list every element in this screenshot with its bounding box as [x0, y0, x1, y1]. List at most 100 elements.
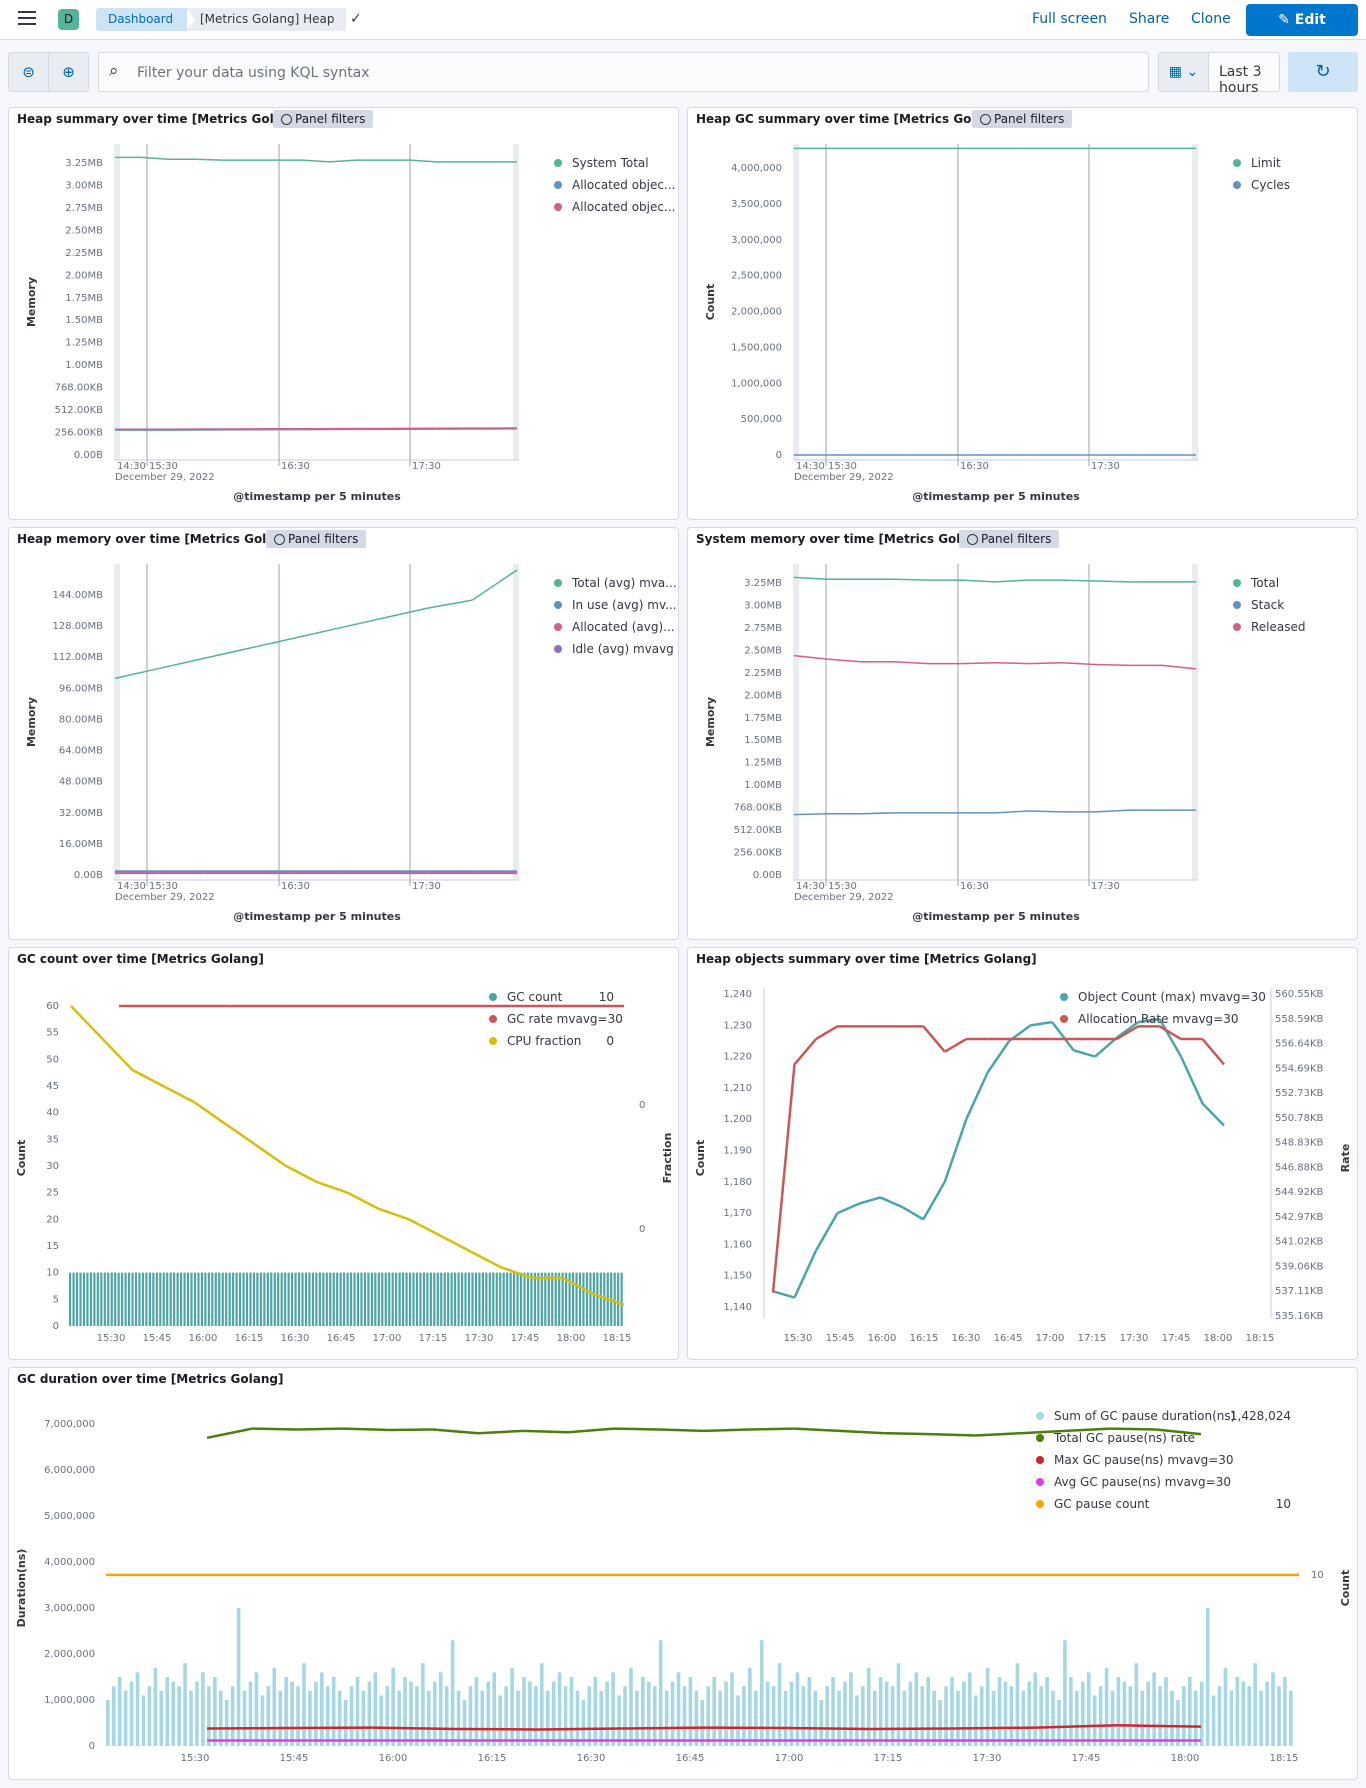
- bar: [259, 1272, 262, 1326]
- bar: [534, 1686, 538, 1746]
- kql-search-input[interactable]: ⌕ Filter your data using KQL syntax: [98, 52, 1149, 92]
- series-line-segment: [771, 1064, 796, 1293]
- bar: [294, 1272, 297, 1326]
- series-line-segment: [952, 1726, 1036, 1730]
- y-tick-label: 5: [53, 1294, 59, 1305]
- legend-value: 10: [599, 990, 614, 1004]
- x-tick-label: 16:30: [281, 461, 310, 472]
- series-line-segment: [1073, 1049, 1096, 1058]
- bar: [129, 1681, 134, 1746]
- series-line-segment: [297, 1427, 343, 1431]
- series: [772, 1017, 1225, 1299]
- clone-button[interactable]: Clone: [1191, 11, 1231, 27]
- y-tick-label: 1,140: [723, 1302, 752, 1313]
- filter-menu-button[interactable]: ⊜: [8, 52, 49, 92]
- bar: [308, 1272, 311, 1326]
- panel-title: Heap summary over time [Metrics Golang]: [17, 112, 305, 126]
- menu-icon[interactable]: [18, 11, 36, 27]
- bar: [302, 1663, 306, 1746]
- bar: [510, 1667, 514, 1746]
- panel-heap-objects: 1,140 1,150 1,160 1,170 1,180 1,190 1,200 1,210…: [687, 947, 1358, 1360]
- filter-icon: ⊜: [22, 63, 35, 81]
- legend-dot: [489, 993, 497, 1001]
- bar: [207, 1686, 211, 1746]
- x-tick-label: 16:30: [952, 1333, 981, 1344]
- series-line-segment: [1155, 1428, 1202, 1436]
- bar: [343, 1272, 346, 1326]
- bar: [127, 1272, 131, 1326]
- y-tick-label: 1.50MB: [65, 315, 103, 326]
- x-tick-label: 15:30: [828, 881, 857, 892]
- bar: [263, 1272, 266, 1326]
- bar: [670, 1681, 675, 1746]
- y-tick-label: 5,000,000: [44, 1511, 95, 1522]
- bar: [771, 1686, 776, 1746]
- bar: [1116, 1677, 1121, 1746]
- date-picker[interactable]: ▦ ⌄ Last 3 hours: [1158, 52, 1280, 96]
- bar: [236, 1608, 241, 1746]
- series-line-segment: [858, 1196, 881, 1205]
- bar: [235, 1272, 238, 1326]
- bar: [367, 1272, 370, 1326]
- bar: [266, 1686, 271, 1746]
- bar: [433, 1272, 436, 1326]
- share-button[interactable]: Share: [1129, 11, 1170, 27]
- bar: [682, 1686, 687, 1746]
- legend-dot: [554, 601, 562, 609]
- y-tick-label: 25: [46, 1188, 59, 1199]
- y-tick-label: 512.00KB: [734, 825, 783, 836]
- refresh-button[interactable]: ↻: [1288, 52, 1358, 92]
- panel-filters-badge[interactable]: Panel filters: [959, 530, 1060, 548]
- y-tick-label: 1,190: [723, 1146, 752, 1157]
- panel-filters-badge[interactable]: Panel filters: [273, 110, 374, 128]
- bar: [742, 1686, 746, 1746]
- calendar-icon[interactable]: ▦ ⌄: [1159, 53, 1209, 91]
- series-line-segment: [827, 658, 862, 663]
- bar: [1027, 1681, 1032, 1746]
- x-tick-label: 18:15: [603, 1333, 632, 1344]
- bar: [186, 1272, 190, 1326]
- bar: [189, 1690, 193, 1746]
- bar: [1092, 1695, 1097, 1746]
- y-tick-label: 1,170: [723, 1208, 752, 1219]
- x-tick-label: 16:00: [868, 1333, 897, 1344]
- legend-dot: [1060, 993, 1068, 1001]
- series-line-segment: [195, 158, 223, 161]
- x-tick-label: 17:30: [973, 1753, 1002, 1764]
- bar: [422, 1272, 426, 1326]
- edit-button[interactable]: ✎ Edit: [1246, 4, 1358, 36]
- bar: [611, 1672, 615, 1746]
- series-line-segment: [159, 657, 205, 670]
- chart-svg: 14:30 15:30 16:30 17:30 December 29, 2022 0.0…: [25, 564, 677, 923]
- bar: [82, 1272, 86, 1326]
- y-tick-label: 542.97KB: [1275, 1212, 1324, 1223]
- bar: [539, 1663, 544, 1746]
- series-line-segment: [1158, 1018, 1183, 1058]
- bar: [403, 1677, 407, 1746]
- bar: [107, 1272, 110, 1326]
- bar: [1193, 1690, 1198, 1746]
- panel-filters-badge[interactable]: Panel filters: [266, 530, 367, 548]
- panel-gc-count: 0 5 10 15 20 25 30 35 40 45 50 55 60 Count Fraction 0 0 1…: [8, 947, 679, 1360]
- bar: [159, 1272, 162, 1326]
- bar: [589, 1272, 592, 1326]
- legend-dot: [554, 159, 562, 167]
- time-range-label: Last 3 hours: [1219, 64, 1262, 96]
- space-avatar[interactable]: D: [58, 9, 79, 30]
- axis-title: Rate: [1339, 1144, 1352, 1173]
- bar: [385, 1686, 390, 1746]
- series-line-segment: [929, 1432, 976, 1437]
- add-filter-button[interactable]: ⊕: [48, 52, 89, 92]
- axis-title: Fraction: [661, 1133, 674, 1184]
- bar: [339, 1272, 342, 1326]
- series-line-segment: [1028, 810, 1063, 813]
- fullscreen-button[interactable]: Full screen: [1032, 11, 1107, 27]
- y-tick-label: 2.75MB: [65, 203, 103, 214]
- bar: [1176, 1700, 1180, 1746]
- series-line-segment: [944, 1037, 967, 1053]
- breadcrumb-dashboard[interactable]: Dashboard: [96, 8, 188, 31]
- bar: [1075, 1690, 1079, 1746]
- panel-filters-badge[interactable]: Panel filters: [972, 110, 1073, 128]
- y-tick-label: 0.00B: [74, 870, 103, 881]
- bar: [248, 1681, 253, 1746]
